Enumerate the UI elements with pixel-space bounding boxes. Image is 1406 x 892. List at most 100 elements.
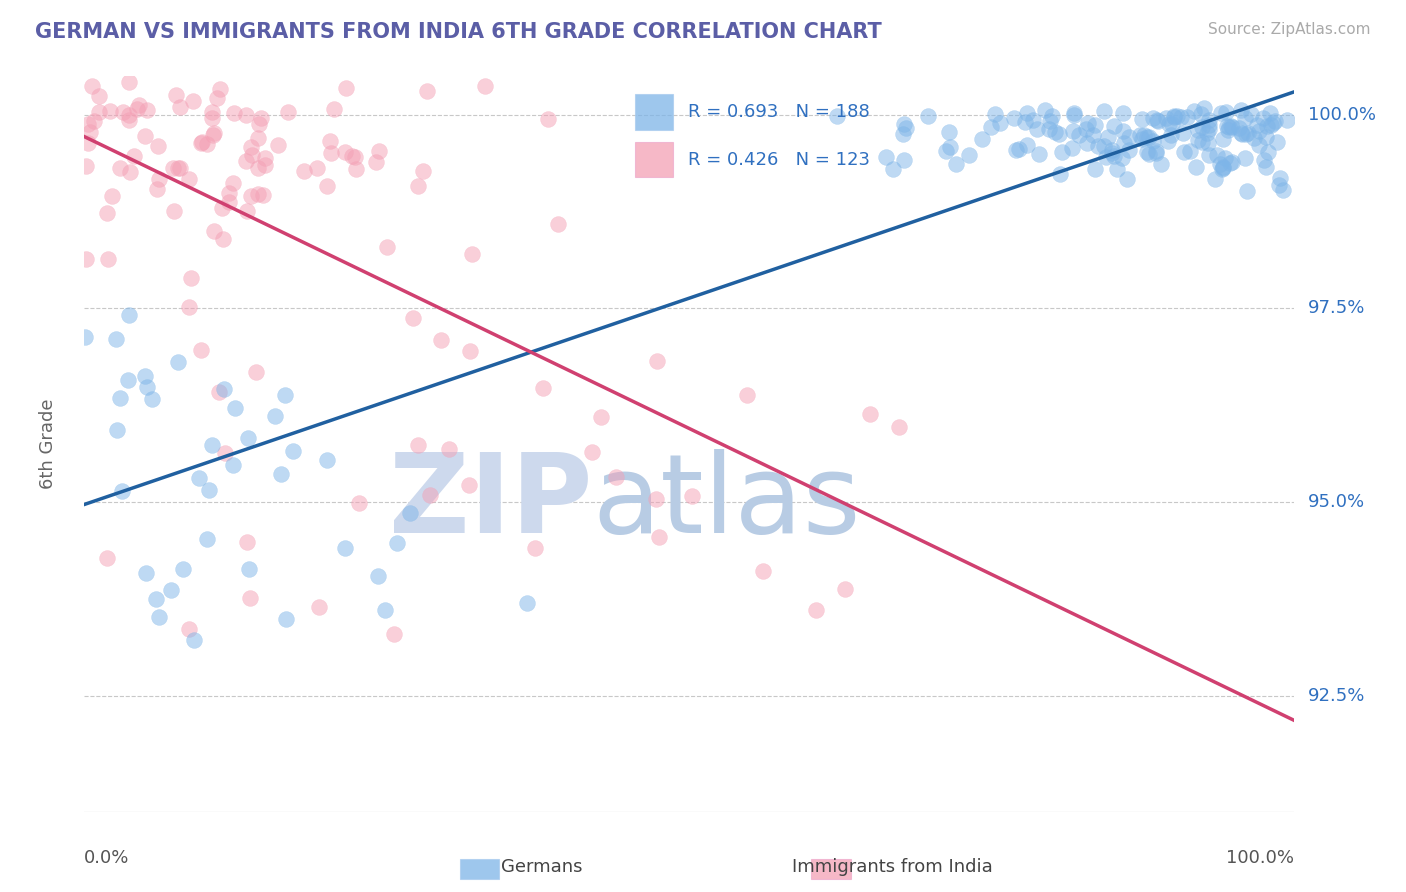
Point [333,145,356,160]
Point [1137,147,1160,161]
Point [938,125,960,139]
Point [104,332,127,346]
Point [398,506,420,520]
Point [239,189,262,203]
Point [859,408,882,422]
Point [240,147,263,161]
Point [1187,132,1209,146]
Point [1212,132,1234,146]
Point [292,163,315,178]
Point [1234,152,1257,166]
Point [1116,172,1139,186]
Point [1216,123,1239,137]
Point [211,232,233,246]
Point [264,409,287,423]
Point [195,532,218,546]
Point [1026,122,1049,136]
Point [1142,111,1164,125]
Point [141,392,163,407]
Point [1247,124,1270,138]
Point [1087,139,1109,153]
Point [458,478,481,492]
Point [1135,130,1157,145]
Point [1220,120,1243,134]
Point [308,600,330,615]
Point [1171,126,1194,140]
Point [117,75,139,89]
Point [364,155,387,169]
Point [252,188,274,202]
Point [118,113,141,128]
Point [737,388,759,402]
Point [917,109,939,123]
Text: GERMAN VS IMMIGRANTS FROM INDIA 6TH GRADE CORRELATION CHART: GERMAN VS IMMIGRANTS FROM INDIA 6TH GRAD… [35,22,882,42]
Point [1189,106,1212,120]
Point [1017,138,1039,153]
Point [648,530,671,544]
Point [1132,112,1154,126]
Point [235,204,257,219]
Point [1112,124,1135,138]
Point [169,161,191,176]
Point [235,534,257,549]
Point [180,270,202,285]
Point [1074,121,1097,136]
Point [145,592,167,607]
Point [1136,145,1159,159]
Point [1005,143,1028,157]
Point [77,117,100,131]
Point [335,80,357,95]
Point [374,603,396,617]
Point [523,541,546,555]
Point [181,94,204,108]
FancyBboxPatch shape [634,95,673,129]
Point [1215,104,1237,119]
Point [214,446,236,460]
Point [201,438,224,452]
Point [1254,160,1277,174]
Point [342,149,364,163]
Point [75,160,97,174]
Point [1275,113,1298,128]
Point [972,132,994,146]
Point [169,100,191,114]
Point [117,373,139,387]
Point [412,163,434,178]
Text: 0.0%: 0.0% [84,848,129,866]
Point [375,240,398,254]
Point [73,329,96,343]
Point [120,165,142,179]
Point [1130,132,1153,146]
Point [118,309,141,323]
Text: atlas: atlas [592,450,860,556]
Point [112,104,135,119]
Point [957,147,980,161]
Point [1142,135,1164,149]
Point [128,97,150,112]
Point [1192,101,1215,115]
Point [1204,171,1226,186]
Point [591,409,613,424]
Point [1198,118,1220,132]
Point [605,470,627,484]
Point [1175,110,1198,124]
Point [165,87,187,102]
Point [1212,161,1234,175]
Point [222,106,245,120]
Point [277,104,299,119]
Point [1197,126,1219,140]
Point [321,145,343,160]
Point [979,120,1001,134]
Point [1049,167,1071,181]
Point [891,127,914,141]
Point [224,401,246,416]
Point [1236,127,1258,141]
Point [1084,161,1107,176]
Point [419,488,441,502]
Point [1213,151,1236,165]
Point [1198,112,1220,127]
Point [1243,131,1265,145]
Point [122,149,145,163]
Point [235,153,257,168]
Point [1187,123,1209,137]
